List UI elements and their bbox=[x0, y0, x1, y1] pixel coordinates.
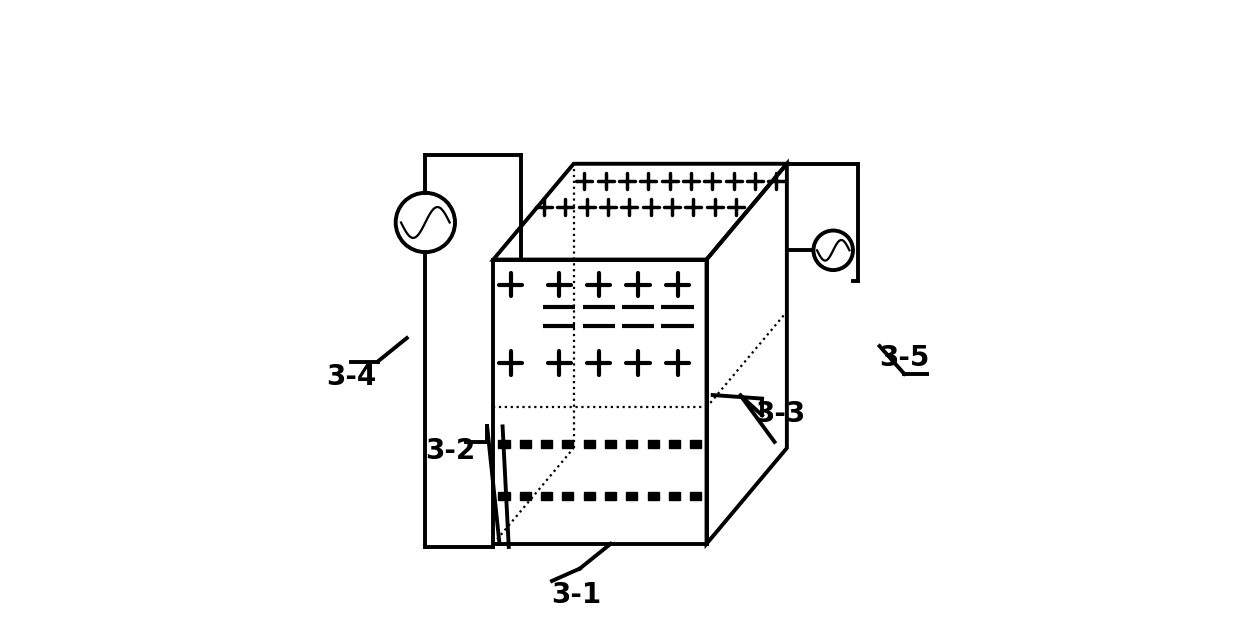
Text: 3-2: 3-2 bbox=[425, 437, 475, 465]
Bar bbox=[605, 492, 616, 500]
Bar bbox=[498, 440, 510, 448]
Bar bbox=[520, 440, 531, 448]
Bar bbox=[563, 492, 573, 500]
Bar bbox=[605, 440, 616, 448]
Bar bbox=[541, 492, 552, 500]
Text: 3-3: 3-3 bbox=[755, 400, 806, 428]
Bar bbox=[668, 440, 680, 448]
Bar bbox=[647, 440, 658, 448]
Bar bbox=[584, 492, 595, 500]
Text: 3-4: 3-4 bbox=[326, 363, 376, 391]
Bar bbox=[541, 440, 552, 448]
Bar bbox=[584, 440, 595, 448]
Bar bbox=[520, 492, 531, 500]
Text: 3-1: 3-1 bbox=[552, 580, 601, 609]
Bar bbox=[498, 492, 510, 500]
Bar bbox=[691, 440, 702, 448]
Bar bbox=[626, 440, 637, 448]
Bar bbox=[626, 492, 637, 500]
Bar bbox=[668, 492, 680, 500]
Bar bbox=[691, 492, 702, 500]
Bar bbox=[563, 440, 573, 448]
Text: 3-5: 3-5 bbox=[879, 344, 930, 373]
Bar bbox=[647, 492, 658, 500]
